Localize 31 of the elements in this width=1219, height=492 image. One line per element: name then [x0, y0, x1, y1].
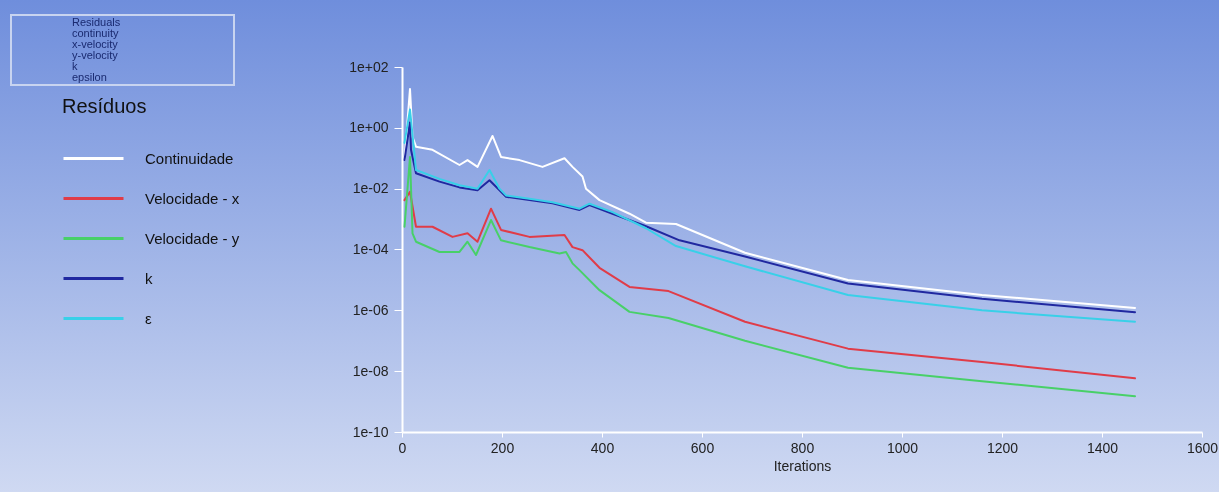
- y-tick-label: 1e-08: [352, 362, 389, 379]
- legend-title: Resíduos: [62, 95, 147, 117]
- legend-label: Velocidade - x: [145, 189, 240, 207]
- text: epsilon: [72, 71, 108, 83]
- y-tick-label: 1e-10: [352, 423, 389, 440]
- x-tick-label: 600: [690, 439, 715, 456]
- legend-label: k: [145, 269, 153, 287]
- y-tick-label: 1e-06: [352, 301, 389, 318]
- legend-label: ε: [145, 309, 152, 327]
- x-tick-label: 800: [790, 439, 815, 456]
- text: continuity: [72, 27, 120, 39]
- x-tick-label: 1200: [986, 439, 1019, 456]
- y-tick-label: 1e+02: [349, 58, 389, 75]
- text: Residuals: [72, 16, 122, 28]
- x-axis-title: Iterations: [773, 457, 832, 474]
- legend-label: Continuidade: [145, 149, 234, 167]
- x-tick-label: 400: [590, 439, 615, 456]
- y-tick-label: 1e+00: [349, 119, 389, 136]
- y-tick-label: 1e-04: [352, 241, 389, 257]
- x-tick-label: 1000: [886, 439, 919, 456]
- text: y-velocity: [72, 49, 119, 61]
- line-series: [403, 155, 1136, 398]
- legend-label: Velocidade - y: [145, 229, 240, 247]
- line-series: [403, 190, 1136, 380]
- x-tick-label: 1600: [1186, 439, 1219, 456]
- text: x-velocity: [72, 38, 118, 50]
- y-tick-label: 1e-02: [352, 180, 389, 197]
- x-tick-label: 1400: [1086, 439, 1119, 456]
- text: k: [72, 60, 78, 72]
- x-tick-label: 0: [398, 439, 407, 456]
- x-tick-label: 200: [490, 439, 515, 456]
